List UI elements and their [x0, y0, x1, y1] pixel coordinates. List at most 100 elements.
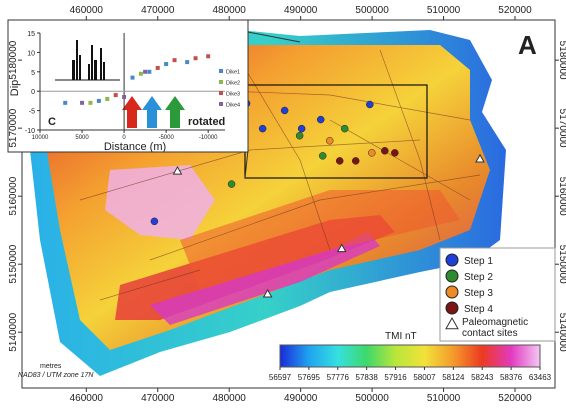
inset-legend-label: Dike3	[226, 92, 240, 98]
dike-point	[173, 58, 177, 62]
sample-site	[319, 152, 326, 159]
colorbar-tick-label: 58376	[500, 373, 523, 382]
sample-site	[317, 116, 324, 123]
legend-label: Step 4	[464, 304, 493, 315]
sample-site	[326, 137, 333, 144]
dike-point	[143, 70, 147, 74]
inset-y-tick-label: -5	[29, 109, 35, 116]
figure: A Step 1Step 2Step 3Step 4Paleomagnetic …	[0, 0, 566, 409]
x-tick-label: 490000	[284, 5, 318, 16]
inset-x-tick-label: 5000	[75, 135, 89, 141]
legend-symbol	[446, 254, 458, 266]
y-tick-label: 5180000	[8, 40, 19, 79]
sample-site	[391, 149, 398, 156]
dike-point	[88, 101, 92, 105]
inset-x-tick-label: 10000	[32, 135, 49, 141]
x-tick-label: 480000	[213, 393, 247, 404]
inset-legend-symbol	[219, 69, 223, 73]
inset-legend-label: Dike1	[226, 70, 240, 76]
x-tick-label: 510000	[427, 393, 461, 404]
x-tick-label: 470000	[141, 5, 175, 16]
x-tick-label: 470000	[141, 393, 175, 404]
y-tick-label: 5140000	[8, 312, 19, 351]
dike-point	[164, 62, 168, 66]
dike-point	[185, 60, 189, 64]
y-tick-label: 5180000	[557, 41, 566, 80]
colorbar-tick-label: 58007	[413, 373, 436, 382]
inset-y-tick-label: 0	[31, 89, 35, 96]
inset-legend-label: Dike2	[226, 81, 240, 87]
colorbar-tick-label: 57695	[298, 373, 321, 382]
inset-arrows	[122, 96, 185, 128]
inset-y-tick-label: 15	[27, 31, 35, 38]
dike-point	[194, 56, 198, 60]
inset-y-label: Dip	[9, 80, 21, 97]
dike-point	[206, 54, 210, 58]
colorbar-title: TMI nT	[385, 331, 417, 342]
x-tick-label: 480000	[213, 5, 247, 16]
dike-point	[156, 66, 160, 70]
dike-point	[63, 101, 67, 105]
sample-site	[341, 125, 348, 132]
legend-label-box: Paleomagnetic contact sites	[462, 317, 554, 347]
x-tick-label: 490000	[284, 393, 318, 404]
crs-label: NAD83 / UTM zone 17N	[18, 372, 94, 379]
dike-point	[114, 93, 118, 97]
x-tick-label: 520000	[498, 393, 532, 404]
legend-symbol	[446, 286, 458, 298]
inset-y-tick-label: 10	[27, 50, 35, 57]
x-tick-label: 460000	[70, 5, 104, 16]
dike-point	[147, 70, 151, 74]
colorbar-tick-label: 58243	[471, 373, 494, 382]
inset-label: C	[48, 116, 56, 128]
inset-y-tick-label: -10	[25, 128, 35, 135]
x-tick-label: 500000	[355, 5, 389, 16]
sample-site	[296, 132, 303, 139]
colorbar-tick-label: 56597	[269, 373, 292, 382]
inset-legend-symbol	[219, 91, 223, 95]
y-tick-label: 5160000	[8, 176, 19, 215]
colorbar-tick-label: 57916	[384, 373, 407, 382]
dike-point	[122, 95, 126, 99]
inset-y-tick-label: 5	[31, 70, 35, 77]
sample-site	[151, 218, 158, 225]
sample-site	[366, 101, 373, 108]
dike-point	[80, 101, 84, 105]
x-tick-label: 500000	[355, 393, 389, 404]
y-tick-label: 5170000	[557, 109, 566, 148]
sample-site	[368, 149, 375, 156]
dike-point	[97, 99, 101, 103]
legend-label: Step 1	[464, 256, 493, 267]
dike-point	[105, 97, 109, 101]
inset-legend-symbol	[219, 102, 223, 106]
sample-site	[259, 125, 266, 132]
y-tick-label: 5150000	[8, 244, 19, 283]
colorbar-tick-label: 57838	[356, 373, 379, 382]
y-tick-label: 5160000	[557, 177, 566, 216]
colorbar-tick-label: 58124	[442, 373, 465, 382]
inset-frame	[8, 20, 248, 152]
inset-annotation: rotated	[188, 116, 225, 128]
x-tick-label: 460000	[70, 393, 104, 404]
y-tick-label: 5170000	[8, 108, 19, 147]
x-tick-label: 520000	[498, 5, 532, 16]
dike-point	[139, 72, 143, 76]
legend-label: Step 2	[464, 272, 493, 283]
inset-x-tick-label: -10000	[199, 135, 218, 141]
sample-site	[281, 107, 288, 114]
y-tick-label: 5140000	[557, 313, 566, 352]
x-tick-label: 510000	[427, 5, 461, 16]
legend-label: Step 3	[464, 288, 493, 299]
inset-legend-symbol	[219, 80, 223, 84]
dike-point	[131, 76, 135, 80]
colorbar-fill	[280, 345, 540, 367]
sample-site	[352, 157, 359, 164]
colorbar-tick-label: 63463	[529, 373, 552, 382]
inset-x-label: Distance (m)	[104, 141, 166, 153]
legend-symbol	[446, 302, 458, 314]
sample-site	[381, 147, 388, 154]
sample-site	[336, 157, 343, 164]
y-tick-label: 5150000	[557, 245, 566, 284]
units-label: metres	[40, 363, 62, 370]
